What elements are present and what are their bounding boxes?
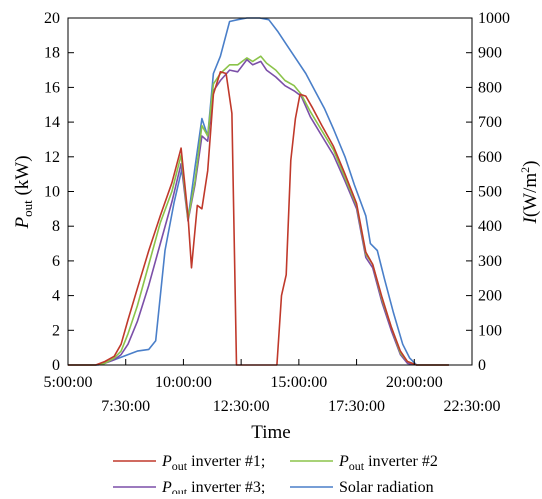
plot-frame [67, 17, 473, 366]
x-tick-label: 22:30:00 [444, 398, 501, 415]
y-left-tick-label: 16 [44, 79, 60, 96]
y-left-tick-label: 18 [44, 45, 60, 62]
axes-group: 0246810121416182001002003004005006007008… [44, 10, 510, 415]
legend-item-solar-radiation: Solar radiation [290, 479, 434, 496]
y-right-tick-label: 900 [478, 45, 502, 62]
legend-label-inverter-2: Pout inverter #2 [338, 453, 438, 473]
y-left-tick-label: 8 [52, 218, 60, 235]
legend-item-inverter-3: Pout inverter #3; [113, 479, 265, 499]
legend-label-inverter-3: Pout inverter #3; [161, 479, 265, 494]
y-right-tick-label: 700 [478, 114, 502, 131]
legend-label-inverter-1: Pout inverter #1; [161, 453, 265, 473]
x-tick-label: 20:00:00 [386, 374, 443, 391]
y-right-tick-label: 400 [478, 218, 502, 235]
y-right-tick-label: 200 [478, 288, 502, 305]
y-left-tick-label: 0 [52, 357, 60, 374]
legend: Pout inverter #1; Pout inverter #2 Pout … [113, 453, 438, 499]
y-left-tick-label: 12 [44, 149, 60, 166]
y-right-tick-label: 1000 [478, 10, 510, 27]
series-group [68, 17, 449, 366]
legend-label-solar-radiation: Solar radiation [339, 479, 434, 494]
x-axis-title: Time [251, 422, 290, 443]
series-line-1 [68, 55, 449, 366]
series-line-3 [68, 17, 449, 366]
series-line-2 [68, 58, 449, 366]
y-left-tick-label: 10 [44, 184, 60, 201]
x-tick-label: 5:00:00 [44, 374, 93, 391]
y-axis-right-title: I(W/m2) [518, 161, 541, 225]
x-tick-label: 15:00:00 [270, 374, 327, 391]
y-right-tick-label: 0 [478, 357, 486, 374]
legend-item-inverter-2: Pout inverter #2 [290, 453, 438, 473]
y-right-tick-label: 300 [478, 253, 502, 270]
y-left-tick-label: 14 [44, 114, 60, 131]
legend-item-inverter-1: Pout inverter #1; [113, 453, 265, 473]
y-left-tick-label: 6 [52, 253, 60, 270]
y-right-tick-label: 800 [478, 79, 502, 96]
y-axis-left-title: Pout (kW) [12, 155, 35, 229]
x-tick-label: 12:30:00 [213, 398, 270, 415]
x-tick-label: 10:00:00 [155, 374, 212, 391]
y-right-tick-label: 500 [478, 184, 502, 201]
series-line-0 [68, 71, 449, 366]
y-left-tick-label: 4 [52, 288, 60, 305]
y-left-tick-label: 2 [52, 322, 60, 339]
x-tick-label: 7:30:00 [101, 398, 150, 415]
y-left-tick-label: 20 [44, 10, 60, 27]
y-right-tick-label: 100 [478, 322, 502, 339]
y-right-tick-label: 600 [478, 149, 502, 166]
x-tick-label: 17:30:00 [328, 398, 385, 415]
